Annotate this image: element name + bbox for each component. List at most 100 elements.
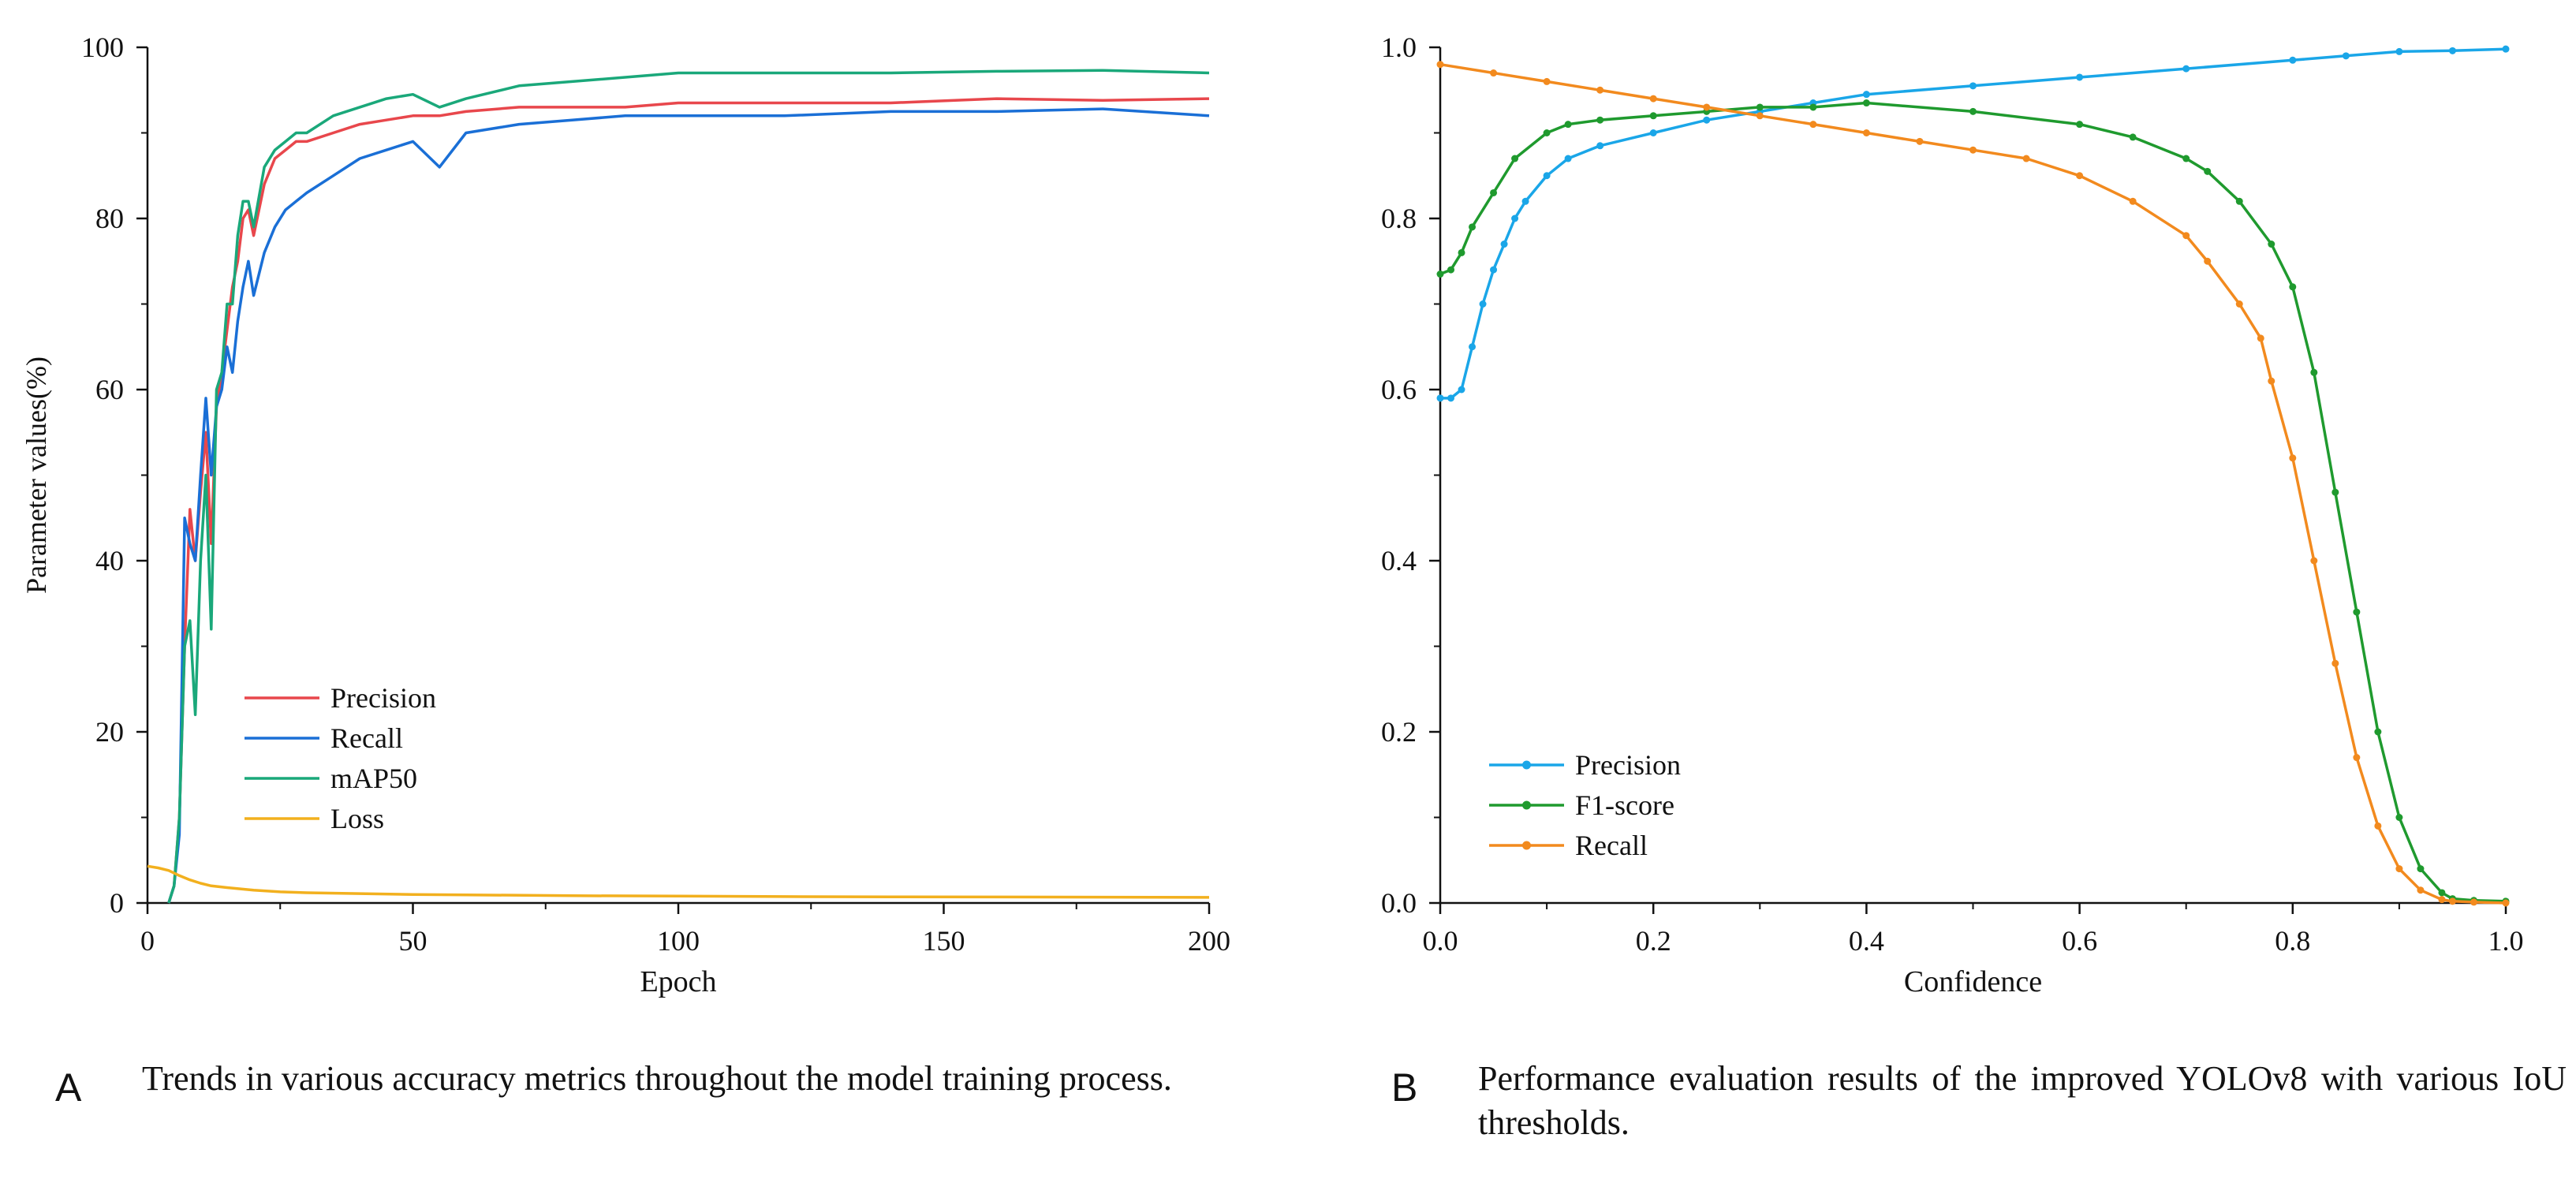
y-tick-label: 60 — [95, 374, 124, 405]
x-axis-label: Confidence — [1904, 965, 2042, 998]
series-point-f1-score — [1809, 103, 1817, 111]
series-point-precision — [1479, 300, 1487, 308]
y-tick-label: 40 — [95, 545, 124, 576]
series-point-precision — [1596, 142, 1604, 150]
series-point-precision — [2395, 47, 2403, 55]
series-point-recall — [2417, 886, 2425, 894]
series-point-precision — [1511, 215, 1519, 222]
series-point-recall — [1703, 103, 1711, 111]
x-tick-label: 100 — [657, 925, 700, 957]
series-point-precision — [2342, 52, 2350, 60]
y-tick-label: 20 — [95, 716, 124, 748]
x-tick-label: 1.0 — [2488, 925, 2524, 957]
series-point-f1-score — [2268, 241, 2275, 248]
series-point-recall — [2470, 898, 2477, 906]
legend-label-recall: Recall — [330, 722, 403, 754]
series-point-f1-score — [2076, 121, 2084, 129]
series-point-precision — [1649, 129, 1657, 136]
series-point-recall — [2448, 897, 2456, 905]
x-tick-label: 200 — [1188, 925, 1230, 957]
series-point-recall — [2182, 232, 2190, 240]
legend-marker-recall — [1522, 841, 1531, 850]
series-point-precision — [2448, 47, 2456, 54]
series-point-recall — [2310, 557, 2318, 565]
series-point-recall — [2257, 334, 2264, 342]
y-tick-label: 100 — [81, 32, 124, 63]
legend-label-precision: Precision — [1575, 749, 1681, 781]
x-tick-label: 50 — [399, 925, 427, 957]
x-tick-label: 150 — [923, 925, 965, 957]
legend-marker-precision — [1522, 760, 1531, 770]
y-tick-label: 0.0 — [1381, 887, 1417, 919]
series-point-precision — [1447, 394, 1455, 402]
y-tick-label: 0.4 — [1381, 545, 1417, 576]
x-tick-label: 0.4 — [1849, 925, 1884, 957]
y-tick-label: 1.0 — [1381, 32, 1417, 63]
series-point-f1-score — [2353, 608, 2361, 616]
series-point-recall — [1436, 61, 1444, 69]
legend-label-precision: Precision — [330, 682, 436, 714]
series-point-recall — [1543, 77, 1551, 85]
series-point-f1-score — [2310, 368, 2318, 376]
x-tick-label: 0.8 — [2275, 925, 2310, 957]
series-point-f1-score — [2289, 283, 2297, 291]
series-line-recall — [167, 107, 1210, 904]
series-point-precision — [1490, 266, 1498, 274]
y-tick-label: 0.6 — [1381, 374, 1417, 405]
series-point-precision — [1862, 91, 1870, 99]
legend-label-f1-score: F1-score — [1575, 789, 1674, 821]
series-point-f1-score — [2417, 865, 2425, 873]
series-line-f1-score — [1439, 101, 2507, 903]
x-tick-label: 0.6 — [2062, 925, 2097, 957]
series-point-f1-score — [2331, 488, 2339, 496]
series-point-f1-score — [1458, 248, 1465, 256]
series-point-f1-score — [1469, 223, 1477, 231]
series-point-f1-score — [2129, 133, 2137, 141]
series-point-f1-score — [1756, 103, 1764, 111]
series-point-precision — [1543, 172, 1551, 180]
series-point-recall — [2076, 172, 2084, 180]
series-point-recall — [1596, 86, 1604, 94]
x-tick-label: 0 — [140, 925, 155, 957]
series-point-f1-score — [2374, 728, 2382, 736]
series-point-precision — [1521, 197, 1529, 205]
series-point-recall — [2438, 896, 2446, 904]
series-point-precision — [1436, 394, 1444, 402]
chart-a-training-metrics: 0 50 100 150 200 0 20 40 60 80 100 Epoch Parameter v… — [21, 32, 1230, 998]
series-point-f1-score — [1436, 270, 1444, 278]
legend-label-recall: Recall — [1575, 830, 1648, 861]
y-tick-label: 0.2 — [1381, 716, 1417, 748]
series-point-recall — [2129, 197, 2137, 205]
series-line-recall — [1439, 62, 2507, 905]
series-point-precision — [2502, 45, 2510, 53]
series-point-f1-score — [1447, 266, 1455, 274]
series-point-recall — [1862, 129, 1870, 136]
series-point-recall — [1969, 146, 1977, 154]
series-point-recall — [1809, 121, 1817, 129]
series-point-recall — [2235, 300, 2243, 308]
chart-b-confidence-curves: 0.0 0.2 0.4 0.6 0.8 1.0 0.0 0.2 0.4 0.6 0.8 1.0 Conf… — [1381, 32, 2524, 998]
series-point-f1-score — [1564, 121, 1572, 129]
y-axis-label: Parameter values(%) — [21, 356, 52, 594]
series-point-precision — [1564, 155, 1572, 162]
series-point-precision — [1458, 386, 1465, 394]
y-tick-label: 80 — [95, 203, 124, 234]
series-point-recall — [2204, 257, 2212, 265]
panel-a-caption: Trends in various accuracy metrics throu… — [142, 1059, 1172, 1098]
series-line-loss — [147, 864, 1210, 899]
series-point-recall — [1916, 137, 1924, 145]
series-point-precision — [1703, 116, 1711, 124]
series-point-recall — [2331, 659, 2339, 667]
panel-b-caption: Performance evaluation results of the im… — [1478, 1059, 2567, 1142]
legend-label-map50: mAP50 — [330, 763, 417, 794]
series-point-f1-score — [1596, 116, 1604, 124]
series-point-f1-score — [1649, 112, 1657, 120]
series-point-recall — [2395, 865, 2403, 873]
series-point-recall — [1490, 69, 1498, 77]
series-point-precision — [2289, 56, 2297, 64]
series-point-f1-score — [2235, 197, 2243, 205]
series-point-f1-score — [2204, 167, 2212, 175]
series-point-f1-score — [1862, 99, 1870, 107]
series-point-f1-score — [2438, 889, 2446, 897]
